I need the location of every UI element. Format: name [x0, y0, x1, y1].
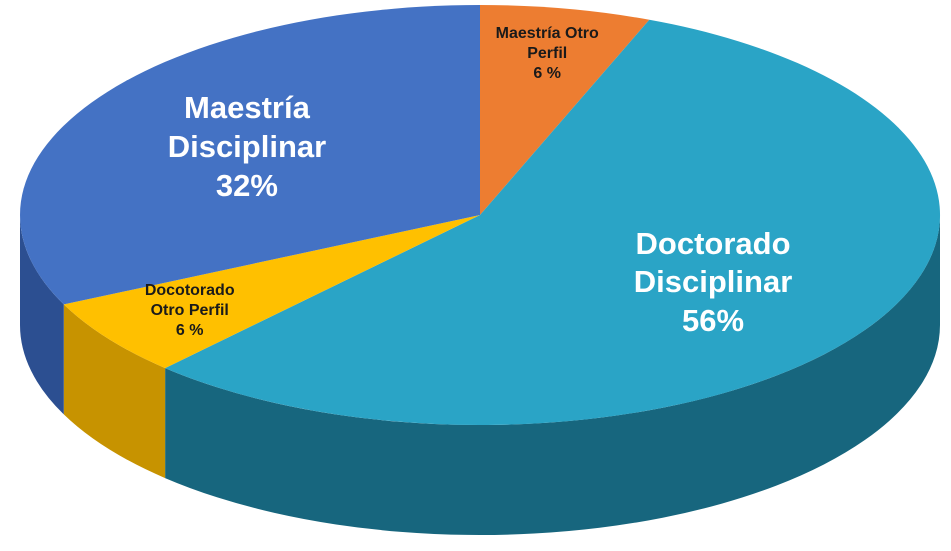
slice [165, 19, 941, 426]
slice-side [165, 215, 941, 535]
slice-side [20, 215, 64, 415]
slice-label: Maestría Otro Perfil 6 % [485, 24, 610, 84]
slice [480, 5, 650, 215]
slice-label: Docotorado Otro Perfil 6 % [127, 281, 252, 341]
category-label: Doctorado Disciplinar [633, 225, 793, 300]
category-label: Maestría Otro Perfil [495, 25, 599, 63]
slice-label: Maestría Disciplinar 32% [137, 89, 357, 205]
category-label: Maestría Disciplinar [167, 90, 327, 165]
value-label: 6 % [175, 322, 204, 340]
slice [20, 5, 480, 305]
slice [63, 215, 480, 369]
slice-side [63, 304, 166, 479]
category-label: Docotorado Otro Perfil [144, 282, 235, 320]
value-label: 6 % [533, 65, 561, 83]
slice-label: Doctorado Disciplinar 56% [603, 224, 823, 340]
value-label: 56% [682, 302, 745, 338]
value-label: 32% [215, 167, 278, 203]
